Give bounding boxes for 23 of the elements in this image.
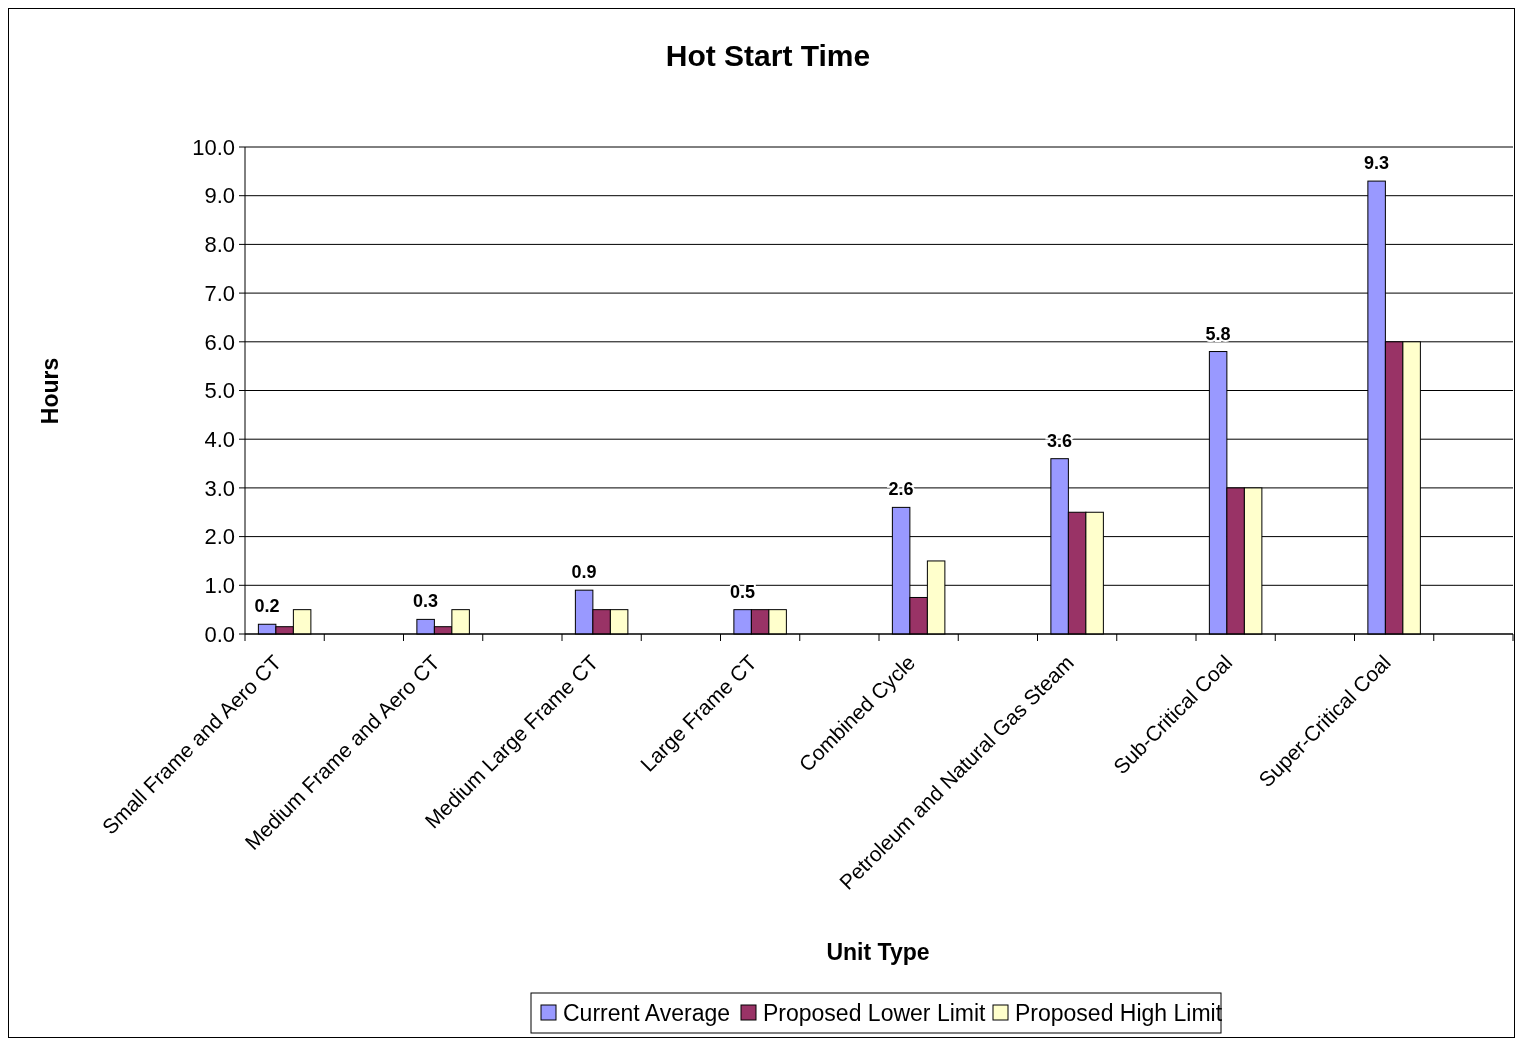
y-tick-label: 4.0 (204, 426, 235, 452)
chart-title: Hot Start Time (665, 39, 871, 72)
data-label: 5.8 (1205, 323, 1231, 344)
data-label: 9.3 (1364, 153, 1390, 174)
y-tick-label: 0.0 (204, 621, 235, 647)
legend-label: Proposed High Limit (1015, 1000, 1223, 1026)
y-tick-label: 2.0 (204, 524, 235, 550)
y-axis-title: Hours (37, 357, 63, 425)
y-tick-label: 7.0 (204, 280, 235, 306)
data-label: 0.9 (571, 562, 597, 583)
legend-label: Proposed Lower Limit (763, 1000, 987, 1026)
data-label: 0.3 (413, 591, 439, 612)
y-tick-label: 3.0 (204, 475, 235, 501)
y-tick-label: 10.0 (192, 134, 235, 160)
data-label: 0.5 (730, 581, 756, 602)
y-tick-label: 1.0 (204, 573, 235, 598)
data-label: 0.2 (254, 596, 280, 617)
y-tick-label: 6.0 (204, 329, 235, 355)
y-tick-label: 9.0 (204, 183, 235, 209)
y-tick-label: 8.0 (204, 232, 235, 258)
x-axis-title: Unit Type (826, 939, 930, 965)
y-tick-label: 5.0 (204, 378, 235, 404)
legend-label: Current Average (563, 1000, 731, 1026)
